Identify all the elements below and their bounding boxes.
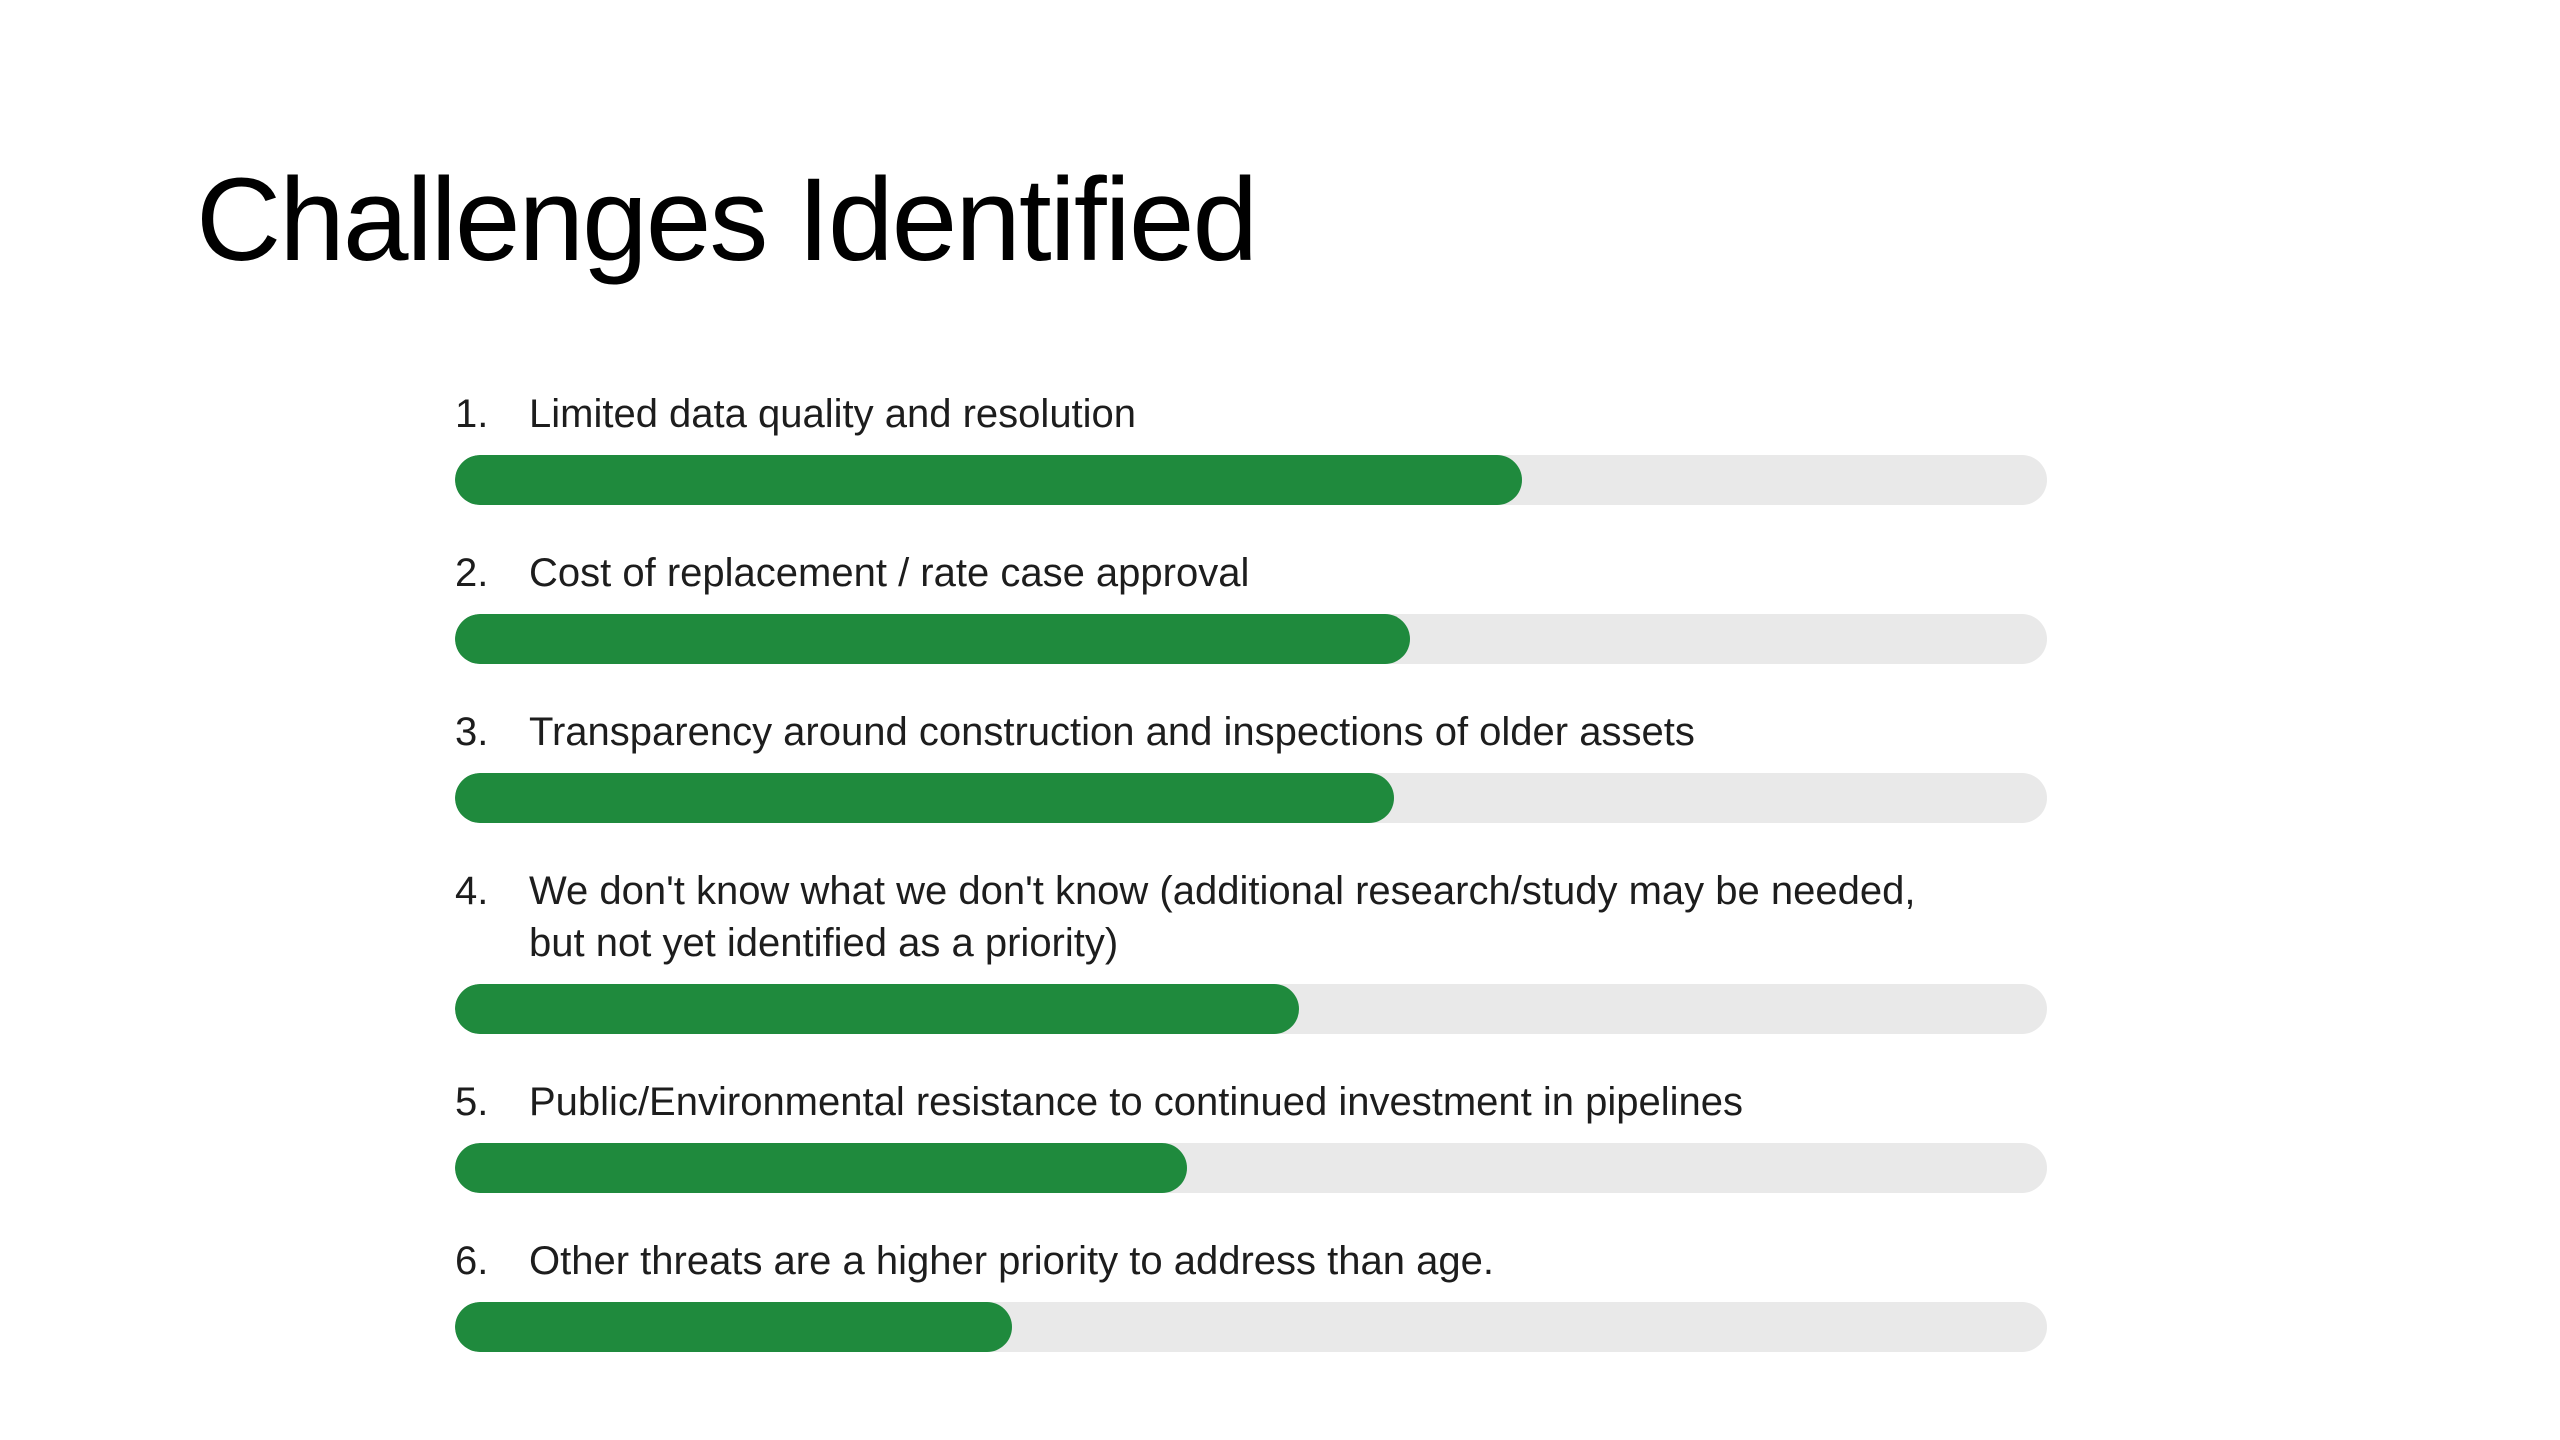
result-bar-track xyxy=(455,1302,2047,1352)
item-number: 1. xyxy=(455,392,489,436)
result-bar-track xyxy=(455,773,2047,823)
challenge-item-text: 3. Transparency around construction and … xyxy=(455,706,2047,758)
item-number: 6. xyxy=(455,1239,489,1283)
item-number: 5. xyxy=(455,1080,489,1124)
challenge-item-text: 1. Limited data quality and resolution xyxy=(455,388,2047,440)
bar-fill xyxy=(455,614,1411,664)
challenge-item-text: 5. Public/Environmental resistance to co… xyxy=(455,1076,2047,1128)
result-bar-track xyxy=(455,614,2047,664)
slide-title: Challenges Identified xyxy=(196,154,1258,286)
bar-fill xyxy=(455,1302,1013,1352)
challenge-item-text: 4. We don't know what we don't know (add… xyxy=(455,865,2047,969)
challenge-item: 5. Public/Environmental resistance to co… xyxy=(455,1076,2047,1193)
challenge-item: 4. We don't know what we don't know (add… xyxy=(455,865,2047,1034)
item-label: Public/Environmental resistance to conti… xyxy=(529,1080,1744,1124)
bar-fill xyxy=(455,1143,1188,1193)
challenge-item: 2. Cost of replacement / rate case appro… xyxy=(455,547,2047,664)
challenge-list: 1. Limited data quality and resolution 2… xyxy=(455,388,2047,1394)
item-label: Transparency around construction and ins… xyxy=(529,710,1695,754)
bar-fill xyxy=(455,773,1395,823)
item-number: 2. xyxy=(455,551,489,595)
challenge-item: 1. Limited data quality and resolution xyxy=(455,388,2047,505)
item-label: We don't know what we don't know (additi… xyxy=(529,869,1916,965)
item-label: Other threats are a higher priority to a… xyxy=(529,1239,1494,1283)
item-label: Cost of replacement / rate case approval xyxy=(529,551,1250,595)
item-number: 4. xyxy=(455,869,489,913)
item-label: Limited data quality and resolution xyxy=(529,392,1137,436)
bar-fill xyxy=(455,984,1299,1034)
challenge-item: 3. Transparency around construction and … xyxy=(455,706,2047,823)
result-bar-track xyxy=(455,984,2047,1034)
challenge-item-text: 6. Other threats are a higher priority t… xyxy=(455,1235,2047,1287)
challenge-item: 6. Other threats are a higher priority t… xyxy=(455,1235,2047,1352)
result-bar-track xyxy=(455,1143,2047,1193)
item-number: 3. xyxy=(455,710,489,754)
result-bar-track xyxy=(455,455,2047,505)
challenge-item-text: 2. Cost of replacement / rate case appro… xyxy=(455,547,2047,599)
bar-fill xyxy=(455,455,1522,505)
